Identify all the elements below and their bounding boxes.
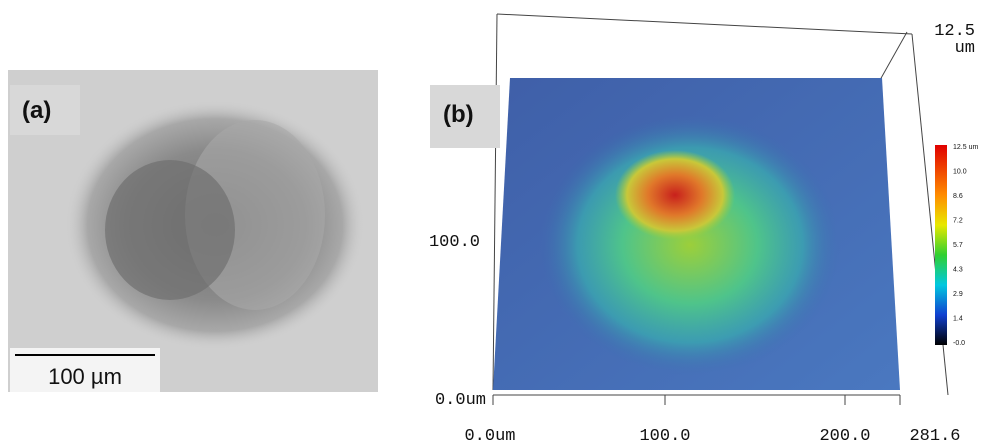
colorbar-label: 2.9 (953, 291, 963, 298)
x-tick-label: 100.0 (639, 427, 690, 446)
z-max-label: 12.5 (934, 22, 975, 41)
label-box (10, 85, 80, 135)
panel-b: (b) 0.0um 100.0 200.0 281.6 100.0 0.0um … (429, 13, 978, 446)
y-tick-label: 100.0 (429, 233, 480, 252)
panel-label: (b) (443, 101, 474, 128)
surface-splat (540, 115, 840, 375)
colorbar-label: 5.7 (953, 242, 963, 249)
x-tick-label: 0.0um (464, 427, 515, 446)
axis-line (879, 31, 908, 81)
label-box (430, 85, 500, 148)
colorbar-label: 8.6 (953, 193, 963, 200)
y-tick-label: 0.0um (435, 391, 486, 410)
splat-core (105, 160, 235, 300)
axis-line (496, 13, 913, 35)
colorbar (935, 145, 947, 345)
colorbar-label: 7.2 (953, 218, 963, 225)
surface-peak (615, 150, 735, 240)
colorbar-label: -0.0 (953, 340, 965, 347)
colorbar-labels: 12.5 um 10.0 8.6 7.2 5.7 4.3 2.9 1.4 -0.0 (953, 144, 978, 347)
colorbar-label: 12.5 um (953, 144, 978, 151)
x-tick-label: 281.6 (909, 427, 960, 446)
panel-a: (a) 100 µm (8, 70, 378, 392)
x-tick-label: 200.0 (819, 427, 870, 446)
axis-line (492, 13, 498, 391)
z-unit-label: um (955, 39, 975, 58)
scale-bar-label: 100 µm (48, 364, 122, 389)
panel-label: (a) (22, 97, 51, 124)
colorbar-label: 10.0 (953, 169, 967, 176)
colorbar-label: 4.3 (953, 267, 963, 274)
colorbar-label: 1.4 (953, 316, 963, 323)
